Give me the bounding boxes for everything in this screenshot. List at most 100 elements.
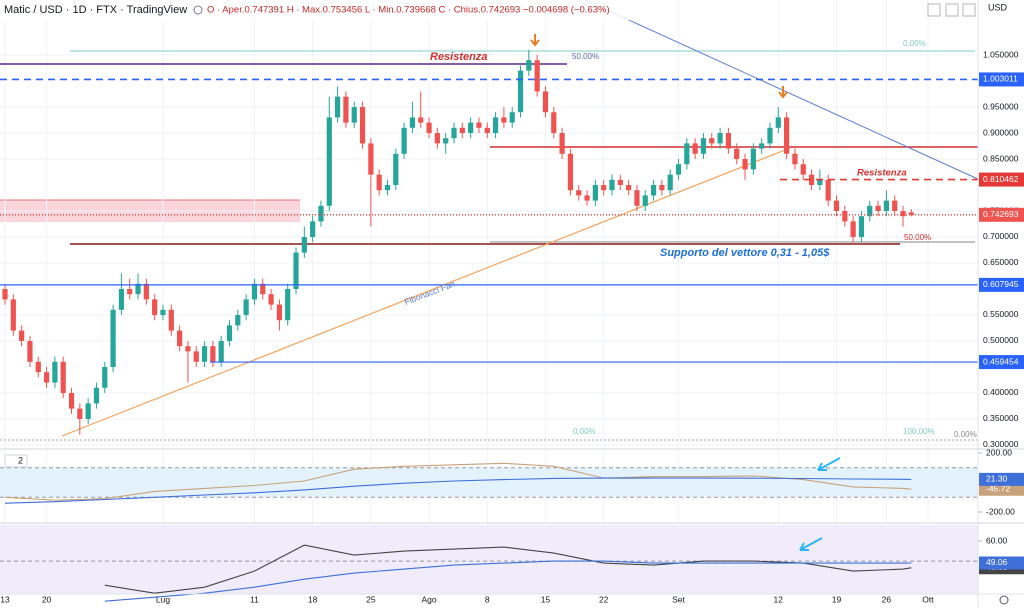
- price-label-box: [979, 72, 1024, 87]
- currency[interactable]: USD: [988, 2, 1008, 12]
- candle-body: [384, 185, 391, 191]
- y-tick-label: 0.900000: [983, 127, 1019, 137]
- candle-body: [867, 205, 873, 217]
- candle-body: [675, 164, 682, 175]
- candle-body: [226, 325, 233, 341]
- x-tick-label: 26: [882, 594, 892, 604]
- annotation: 100.00%: [903, 427, 935, 436]
- candle-body: [393, 153, 399, 186]
- value-label-box: [979, 472, 1024, 486]
- x-tick-label: Ott: [922, 594, 934, 604]
- icon[interactable]: [193, 5, 203, 15]
- candle-body: [692, 143, 698, 154]
- annotation: 50.00%: [572, 52, 599, 61]
- y-tick-label: 1.050000: [983, 49, 1019, 59]
- button[interactable]: [945, 3, 959, 17]
- annotation: Resistenza: [430, 51, 487, 63]
- candle-body: [135, 283, 141, 295]
- series-line: [4, 477, 912, 504]
- annotation: 0.00%: [954, 430, 977, 439]
- y-tick-label: 0.700000: [983, 231, 1019, 241]
- candle-body: [2, 288, 8, 300]
- candle-body: [509, 112, 515, 123]
- y-tick-label: 0.350000: [983, 413, 1019, 423]
- candle-body: [858, 216, 865, 237]
- candle-body: [368, 143, 374, 175]
- data-layer: [0, 49, 978, 602]
- candle-body: [335, 96, 341, 118]
- candle-body: [534, 60, 540, 92]
- candle-body: [792, 153, 798, 165]
- candle-body: [359, 107, 366, 144]
- settings-icon[interactable]: [999, 595, 1009, 605]
- candle-body: [102, 366, 108, 388]
- pane-band: [0, 525, 978, 594]
- candle-body: [592, 185, 598, 201]
- candle-body: [210, 346, 216, 362]
- candle-body: [725, 133, 732, 149]
- x-tick-label: Ago: [422, 594, 437, 604]
- grid-layer: [0, 0, 982, 594]
- candle-body: [426, 122, 432, 134]
- candle-body: [351, 107, 357, 123]
- annotation: Supporto del vettore 0,31 - 1,05$: [660, 247, 830, 259]
- candle-body: [35, 361, 41, 373]
- candle-body: [767, 127, 773, 144]
- candle-body: [152, 299, 158, 315]
- candle-body: [517, 70, 524, 113]
- x-tick-label: 18: [308, 594, 318, 604]
- arrow: [817, 457, 841, 471]
- ohlc: O · Aper.0.747391 H · Max.0.753456 L · M…: [207, 5, 610, 16]
- candle-body: [833, 200, 840, 212]
- y-tick-label: -200.00: [986, 506, 1015, 516]
- candle-body: [526, 60, 532, 71]
- candle-body: [10, 299, 16, 331]
- value-label: 21.30: [986, 474, 1008, 484]
- candle-body: [784, 117, 790, 154]
- candle-body: [318, 205, 324, 222]
- price-label-box: [979, 172, 1024, 187]
- candle-body: [634, 190, 640, 206]
- candle-body: [93, 387, 100, 404]
- candle-body: [443, 138, 449, 144]
- x-tick-label: 11: [250, 594, 259, 604]
- arrow: [530, 34, 540, 47]
- price-label: 0.742693: [983, 209, 1019, 219]
- button[interactable]: [927, 3, 941, 17]
- candle-body: [717, 133, 723, 144]
- price-label-box: [979, 277, 1024, 292]
- x-tick-label: Lug: [156, 594, 170, 604]
- candle-body: [376, 174, 382, 191]
- candle-body: [850, 221, 856, 237]
- drawings: [0, 0, 981, 551]
- price-label: 0.459454: [983, 356, 1019, 366]
- candle-body: [468, 122, 474, 134]
- candle-body: [276, 304, 282, 321]
- candle-body: [584, 195, 590, 201]
- pane-label-box[interactable]: [4, 454, 28, 468]
- candle-body: [185, 346, 191, 352]
- candle-body: [68, 392, 75, 409]
- series-line: [104, 560, 912, 602]
- candle-body: [85, 403, 91, 419]
- candle-body: [260, 283, 266, 295]
- candle-body: [501, 117, 507, 123]
- candle-body: [434, 133, 440, 144]
- annotation: 0.00%: [903, 39, 926, 48]
- candle-body: [659, 185, 665, 191]
- value-label-box: [979, 556, 1024, 570]
- annotation: Resistenza: [857, 168, 907, 179]
- pane-label: 2: [18, 455, 23, 465]
- candle-body: [401, 127, 407, 154]
- candle-body: [268, 294, 274, 305]
- arrow: [799, 537, 823, 551]
- candle-body: [875, 205, 881, 212]
- button[interactable]: [962, 3, 976, 17]
- candle-body: [709, 138, 715, 144]
- x-tick-label: 25: [366, 594, 376, 604]
- x-tick-label: 8: [485, 594, 490, 604]
- candle-body: [409, 117, 416, 128]
